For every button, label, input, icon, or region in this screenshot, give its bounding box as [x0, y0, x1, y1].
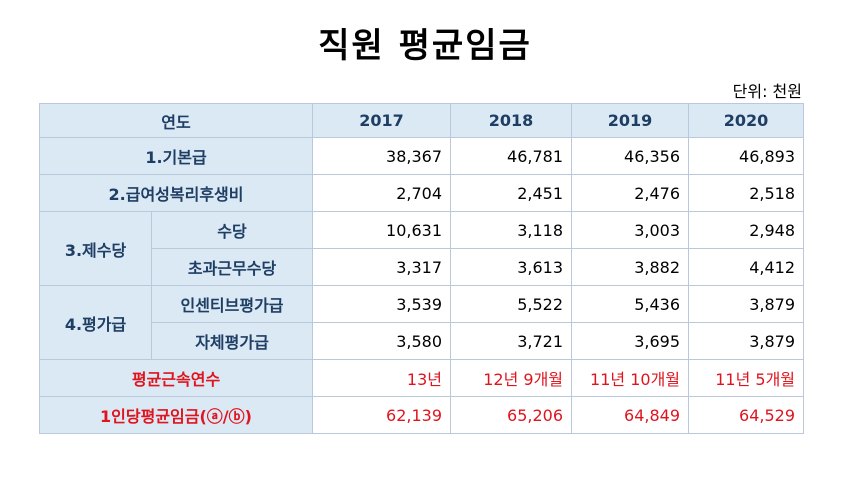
table-cell: 3,003: [571, 211, 690, 249]
row-group-allowances: 3.제수당: [39, 211, 152, 286]
table-row: 초과근무수당 3,317 3,613 3,882 4,412: [40, 248, 805, 286]
table-cell: 65,206: [450, 396, 573, 434]
year-2018: 2018: [450, 103, 573, 138]
table-cell: 2,476: [571, 174, 690, 212]
table-row: 1.기본급 38,367 46,781 46,356 46,893: [38, 137, 805, 175]
table-row: 평균근속연수 13년 12년 9개월 11년 10개월 11년 5개월: [38, 359, 805, 397]
table-cell: 3,879: [688, 322, 805, 360]
table-cell: 13년: [312, 359, 452, 397]
table-cell: 46,893: [688, 137, 805, 175]
table-cell: 64,529: [688, 396, 805, 434]
year-2020: 2020: [688, 103, 805, 138]
table-cell: 5,522: [450, 285, 573, 323]
table-row: 2.급여성복리후생비 2,704 2,451 2,476 2,518: [38, 174, 805, 212]
table-cell: 2,948: [688, 211, 805, 249]
year-header-label: 연도: [38, 103, 314, 138]
table-row: 3.제수당 수당 10,631 3,118 3,003 2,948: [39, 211, 805, 286]
unit-label: 단위: 천원: [732, 82, 802, 101]
row-label-allowance: 수당: [150, 211, 314, 249]
row-label-base-pay: 1.기본급: [38, 137, 314, 175]
row-label-overtime: 초과근무수당: [150, 248, 314, 286]
row-label-avg-wage: 1인당평균임금(ⓐ/ⓑ): [38, 396, 314, 434]
table-cell: 5,436: [571, 285, 690, 323]
table-cell: 10,631: [312, 211, 452, 249]
table-row: 4.평가급 인센티브평가급 3,539 5,522 5,436 3,879: [39, 285, 805, 360]
table-cell: 3,580: [312, 322, 452, 360]
table-cell: 46,356: [571, 137, 690, 175]
table-cell: 38,367: [312, 137, 452, 175]
table-cell: 62,139: [312, 396, 452, 434]
row-label-self-eval: 자체평가급: [150, 322, 314, 360]
header-row: 연도 2017 2018 2019 2020: [38, 103, 805, 138]
table-cell: 3,695: [571, 322, 690, 360]
year-2017: 2017: [312, 103, 452, 138]
table-cell: 12년 9개월: [450, 359, 573, 397]
table-cell: 3,118: [450, 211, 573, 249]
table-cell: 64,849: [571, 396, 690, 434]
table-cell: 3,882: [571, 248, 690, 286]
table-cell: 2,451: [450, 174, 573, 212]
table-row: 1인당평균임금(ⓐ/ⓑ) 62,139 65,206 64,849 64,529: [38, 396, 805, 434]
table-cell: 3,721: [450, 322, 573, 360]
table-row: 자체평가급 3,580 3,721 3,695 3,879: [40, 322, 805, 360]
year-2019: 2019: [571, 103, 690, 138]
table-cell: 46,781: [450, 137, 573, 175]
table-cell: 11년 10개월: [571, 359, 690, 397]
row-label-tenure: 평균근속연수: [38, 359, 314, 397]
table-cell: 3,879: [688, 285, 805, 323]
table-cell: 2,704: [312, 174, 452, 212]
table-cell: 11년 5개월: [688, 359, 805, 397]
wage-table: 연도 2017 2018 2019 2020 1.기본급 38,367 46,7…: [38, 103, 805, 434]
row-group-evaluation: 4.평가급: [39, 285, 152, 360]
row-label-welfare: 2.급여성복리후생비: [38, 174, 314, 212]
table-cell: 3,613: [450, 248, 573, 286]
table-cell: 4,412: [688, 248, 805, 286]
table-cell: 3,539: [312, 285, 452, 323]
row-label-incentive: 인센티브평가급: [150, 285, 314, 323]
table-cell: 3,317: [312, 248, 452, 286]
page-title: 직원 평균임금: [318, 26, 532, 66]
table-cell: 2,518: [688, 174, 805, 212]
